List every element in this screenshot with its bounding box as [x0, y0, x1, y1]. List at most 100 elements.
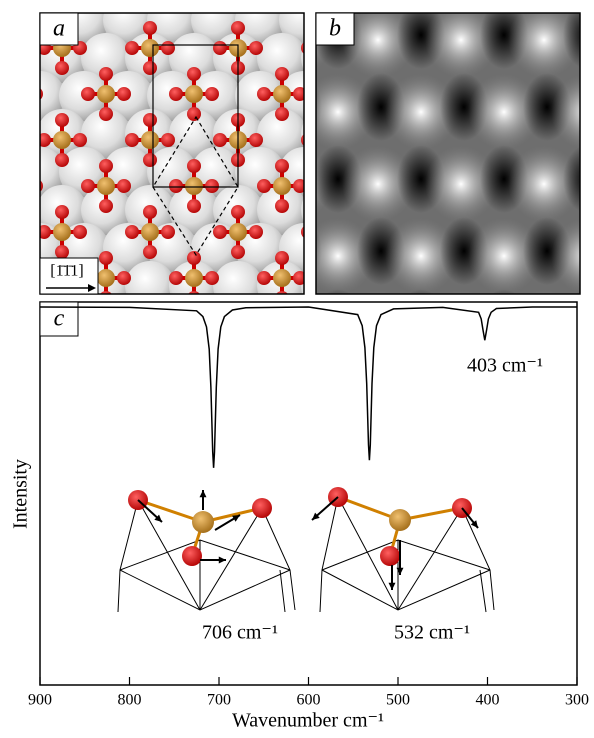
atom	[169, 87, 183, 101]
atom	[117, 179, 131, 193]
atom	[213, 261, 263, 311]
atom	[257, 87, 271, 101]
x-tick-label: 500	[386, 692, 410, 709]
atom	[0, 33, 43, 83]
atom	[389, 509, 411, 531]
atom	[141, 131, 159, 149]
atom	[205, 179, 219, 193]
arrow-head	[219, 557, 226, 564]
atom	[97, 85, 115, 103]
atom	[81, 179, 95, 193]
atom	[99, 107, 113, 121]
atom	[53, 131, 71, 149]
x-axis-label: Wavenumber cm⁻¹	[232, 710, 384, 732]
atom	[55, 153, 69, 167]
atom	[257, 271, 271, 285]
atom	[125, 261, 175, 311]
atom	[275, 159, 289, 173]
atom	[117, 87, 131, 101]
atom	[182, 546, 202, 566]
atom	[187, 159, 201, 173]
atom	[37, 133, 51, 147]
atom	[231, 21, 245, 35]
atom	[0, 147, 21, 197]
atom	[0, 179, 7, 193]
atom	[143, 153, 157, 167]
atom	[301, 0, 351, 7]
atom	[273, 177, 291, 195]
atom	[257, 0, 307, 7]
atom	[185, 85, 203, 103]
figure: a b [1̄1̄1] c Intensity Wavenumber cm⁻¹ …	[0, 0, 594, 738]
panel-label: b	[329, 16, 341, 42]
atom	[9, 177, 27, 195]
atom	[11, 67, 25, 81]
mode-insets	[118, 487, 494, 612]
atom	[169, 0, 219, 7]
atom	[185, 177, 203, 195]
atom	[55, 113, 69, 127]
atom	[11, 251, 25, 265]
atom	[29, 179, 43, 193]
x-tick-label: 900	[28, 692, 52, 709]
atom	[0, 87, 7, 101]
atom	[187, 107, 201, 121]
atom	[187, 199, 201, 213]
atom	[161, 41, 175, 55]
arrow-head	[389, 583, 396, 590]
atom	[11, 291, 25, 305]
atom	[249, 133, 263, 147]
x-tick-label: 800	[118, 692, 142, 709]
dark-spot	[231, 289, 279, 357]
atom	[273, 85, 291, 103]
atom	[37, 0, 87, 7]
atom	[187, 291, 201, 305]
atom	[213, 0, 263, 7]
atom	[9, 269, 27, 287]
atom	[0, 109, 43, 159]
atom	[301, 133, 315, 147]
atom	[293, 87, 307, 101]
x-tick-label: 700	[207, 692, 231, 709]
atom	[231, 205, 245, 219]
arrow-head	[200, 490, 207, 497]
atom	[81, 0, 131, 7]
atom	[141, 39, 159, 57]
panel-label: c	[54, 306, 65, 332]
atom	[99, 251, 113, 265]
atom	[11, 107, 25, 121]
atom	[257, 179, 271, 193]
atom	[143, 61, 157, 75]
atom	[0, 223, 21, 273]
dark-spot	[397, 289, 445, 357]
atom	[99, 291, 113, 305]
atom	[293, 179, 307, 193]
y-axis-label: Intensity	[10, 459, 32, 529]
dark-spot	[314, 289, 362, 357]
atom	[9, 85, 27, 103]
annotation: 706 cm⁻¹	[202, 622, 278, 644]
atom	[143, 245, 157, 259]
atom	[275, 199, 289, 213]
atom	[0, 0, 21, 45]
atom	[125, 0, 175, 7]
atom	[0, 0, 43, 7]
atom	[97, 269, 115, 287]
annotation: 532 cm⁻¹	[394, 622, 470, 644]
atom	[205, 87, 219, 101]
atom	[187, 67, 201, 81]
atom	[143, 21, 157, 35]
atom	[73, 225, 87, 239]
atom	[229, 223, 247, 241]
atom	[273, 269, 291, 287]
atom	[29, 87, 43, 101]
atom	[117, 271, 131, 285]
atom	[275, 251, 289, 265]
atom	[252, 498, 272, 518]
atom	[99, 199, 113, 213]
atom	[97, 177, 115, 195]
atom	[143, 113, 157, 127]
direction-label: [1̄1̄1]	[50, 263, 83, 280]
atom	[161, 225, 175, 239]
atom	[0, 71, 21, 121]
